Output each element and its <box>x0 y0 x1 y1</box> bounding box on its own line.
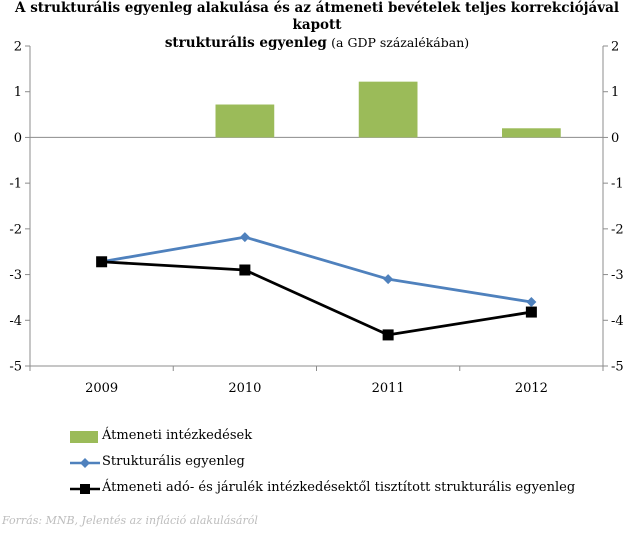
legend-label-bar: Átmeneti intézkedések <box>102 428 253 443</box>
legend-swatch-adjusted <box>70 484 100 494</box>
structural-marker-2010 <box>239 232 250 243</box>
x-tick-label: 2009 <box>85 381 118 396</box>
y-tick-label-left: -1 <box>9 177 22 192</box>
adjusted-marker-2011 <box>382 329 394 341</box>
title-line1: A strukturális egyenleg alakulása és az … <box>15 0 619 33</box>
y-tick-label-left: -3 <box>9 268 22 283</box>
x-tick-label: 2010 <box>228 381 261 396</box>
x-tick-label: 2012 <box>515 381 548 396</box>
legend-label-structural: Strukturális egyenleg <box>102 454 245 469</box>
y-tick-label-right: -4 <box>611 314 624 329</box>
bar-2010 <box>215 104 275 138</box>
tick-labels: 2 2 1 1 0 0 -1 -1 -2 -2 -3 -3 -4 -4 -5 -5 2009 2010 2011 20… <box>9 40 623 397</box>
legend-swatch-bar <box>70 431 98 443</box>
y-tick-label-right: 1 <box>611 85 619 100</box>
axes <box>25 45 608 371</box>
title-unit: (a GDP százalékában) <box>331 35 470 50</box>
legend-item-bar: Átmeneti intézkedések <box>68 425 252 451</box>
structural-marker-2011 <box>383 274 394 285</box>
y-tick-label-left: 0 <box>14 131 22 146</box>
y-tick-label-left: -4 <box>9 314 22 329</box>
y-tick-label-right: -2 <box>611 222 624 237</box>
source-note: Forrás: MNB, Jelentés az infláció alakul… <box>2 514 258 527</box>
legend-label-adjusted: Átmeneti adó- és járulék intézkedésektől… <box>102 480 576 495</box>
y-tick-label-left: 1 <box>14 85 22 100</box>
chart-title: A strukturális egyenleg alakulása és az … <box>0 0 634 52</box>
structural-line <box>101 235 532 304</box>
y-tick-label-right: 2 <box>611 40 619 55</box>
line-series <box>96 232 537 341</box>
adjusted-marker-2012 <box>525 306 537 318</box>
bar-series <box>215 81 561 138</box>
x-tick-label: 2011 <box>372 381 405 396</box>
y-tick-label-right: -1 <box>611 177 624 192</box>
y-tick-label-left: 2 <box>14 40 22 55</box>
legend: Átmeneti intézkedések Strukturális egyen… <box>68 425 575 503</box>
adjusted-marker-2010 <box>239 264 251 276</box>
y-tick-label-left: -2 <box>9 222 22 237</box>
y-tick-label-right: -5 <box>611 360 624 375</box>
legend-item-adjusted: Átmeneti adó- és járulék intézkedésektől… <box>68 477 575 503</box>
y-tick-label-right: 0 <box>611 131 619 146</box>
adjusted-marker-2009 <box>96 256 108 268</box>
bar-2011 <box>358 81 418 138</box>
title-line2: strukturális egyenleg <box>164 35 327 51</box>
legend-swatch-structural <box>70 458 100 468</box>
chart: 2 2 1 1 0 0 -1 -1 -2 -2 -3 -3 -4 -4 -5 -5 2009 2010 2011 20… <box>9 40 623 397</box>
y-tick-label-left: -5 <box>9 360 22 375</box>
structural-marker-2012 <box>526 297 537 307</box>
y-tick-label-right: -3 <box>611 268 624 283</box>
adjusted-line <box>101 260 532 337</box>
bar-2012 <box>502 128 561 138</box>
legend-item-structural: Strukturális egyenleg <box>68 451 245 477</box>
